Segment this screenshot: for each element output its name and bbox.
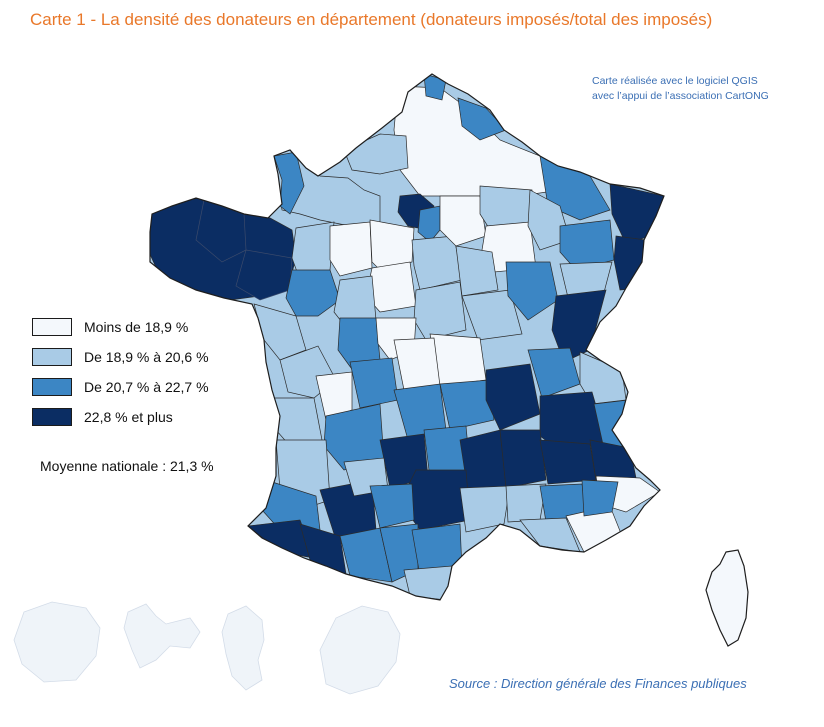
legend-swatch: [32, 348, 72, 366]
legend-item: De 20,7 % à 22,7 %: [32, 372, 209, 402]
guadeloupe: [123, 603, 201, 669]
map-title: Carte 1 - La densité des donateurs en dé…: [30, 10, 713, 29]
map-legend: Moins de 18,9 % De 18,9 % à 20,6 % De 20…: [32, 312, 209, 432]
reunion-island: [13, 601, 101, 683]
legend-label: De 18,9 % à 20,6 %: [84, 349, 209, 365]
legend-label: De 20,7 % à 22,7 %: [84, 379, 209, 395]
legend-label: Moins de 18,9 %: [84, 319, 189, 335]
overseas-territories: [13, 601, 401, 695]
legend-item: De 18,9 % à 20,6 %: [32, 342, 209, 372]
french-guiana: [319, 605, 401, 695]
legend-swatch: [32, 318, 72, 336]
credit-line-1: Carte réalisée avec le logiciel QGIS: [592, 75, 758, 87]
legend-item: Moins de 18,9 %: [32, 312, 209, 342]
legend-item: 22,8 % et plus: [32, 402, 209, 432]
legend-label: 22,8 % et plus: [84, 409, 173, 425]
martinique: [221, 605, 265, 691]
map-credit: Carte réalisée avec le logiciel QGIS ave…: [592, 74, 769, 104]
legend-swatch: [32, 408, 72, 426]
corsica: [705, 549, 749, 647]
mainland-france: [149, 73, 665, 601]
source-note: Source : Direction générale des Finances…: [449, 676, 747, 691]
national-average: Moyenne nationale : 21,3 %: [40, 458, 214, 474]
credit-line-2: avec l’appui de l’association CartONG: [592, 90, 769, 102]
legend-swatch: [32, 378, 72, 396]
department-regions: [150, 74, 664, 600]
